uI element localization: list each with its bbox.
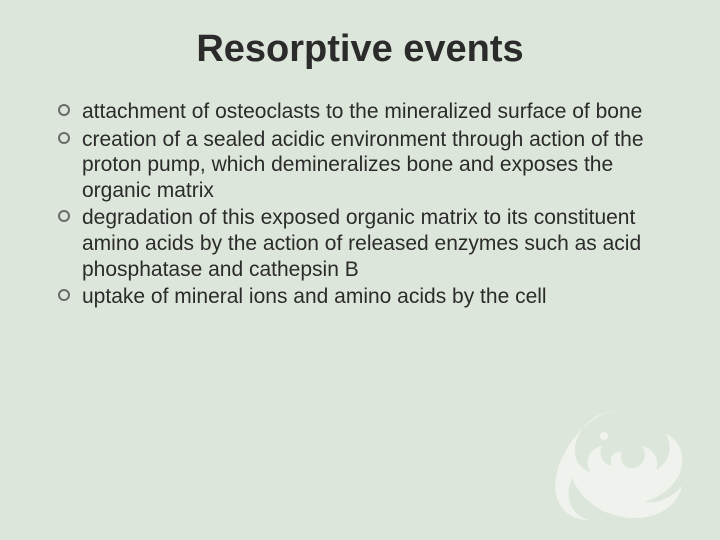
bullet-marker-icon [58,289,70,301]
list-item: uptake of mineral ions and amino acids b… [58,284,680,310]
ornament-shape [555,410,682,520]
dragon-ornament-icon [548,402,698,522]
slide-title: Resorptive events [40,28,680,71]
bullet-text: attachment of osteoclasts to the mineral… [82,100,642,123]
bullet-text: degradation of this exposed organic matr… [82,206,641,280]
slide: Resorptive events attachment of osteocla… [0,0,720,540]
list-item: creation of a sealed acidic environment … [58,127,680,204]
bullet-marker-icon [58,210,70,222]
bullet-marker-icon [58,104,70,116]
list-item: degradation of this exposed organic matr… [58,205,680,282]
bullet-text: uptake of mineral ions and amino acids b… [82,285,547,308]
bullet-list: attachment of osteoclasts to the mineral… [40,99,680,310]
list-item: attachment of osteoclasts to the mineral… [58,99,680,125]
bullet-text: creation of a sealed acidic environment … [82,128,644,202]
bullet-marker-icon [58,132,70,144]
